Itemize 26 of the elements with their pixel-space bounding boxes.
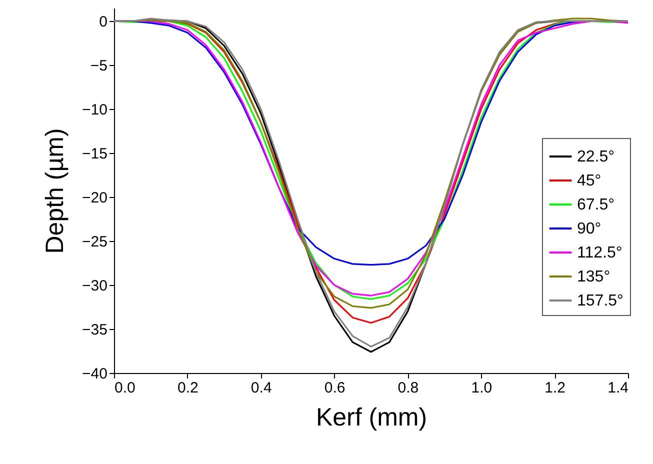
- y-tick-label: −40: [82, 366, 108, 382]
- x-tick-label: 0.6: [324, 380, 346, 396]
- y-tick-label: −15: [82, 146, 108, 163]
- y-tick-label: −30: [82, 278, 108, 295]
- legend-label: 112.5°: [577, 244, 622, 262]
- x-tick-label: 1.4: [608, 380, 628, 396]
- y-axis-title: Depth (µm): [41, 128, 70, 254]
- legend-label: 22.5°: [577, 148, 615, 166]
- x-axis-title: Kerf (mm): [316, 404, 428, 432]
- x-tick-label: 0.2: [178, 380, 198, 396]
- x-tick-label: 0.0: [114, 380, 136, 396]
- y-tick-label: −20: [82, 190, 108, 207]
- y-tick-label: −5: [90, 58, 108, 75]
- x-tick-label: 0.8: [398, 380, 419, 396]
- legend-label: 157.5°: [577, 292, 624, 310]
- legend-label: 45°: [577, 172, 602, 190]
- x-tick-label: 0.4: [250, 380, 272, 396]
- legend-label: 90°: [577, 220, 602, 238]
- legend-label: 67.5°: [577, 196, 615, 214]
- y-tick-label: −35: [82, 322, 108, 339]
- y-tick-label: −10: [82, 102, 108, 119]
- y-tick-label: 0: [99, 14, 108, 31]
- legend-label: 135°: [577, 268, 610, 286]
- x-tick-label: 1.0: [471, 380, 492, 396]
- y-tick-label: −25: [82, 234, 108, 251]
- x-tick-label: 1.2: [544, 380, 566, 396]
